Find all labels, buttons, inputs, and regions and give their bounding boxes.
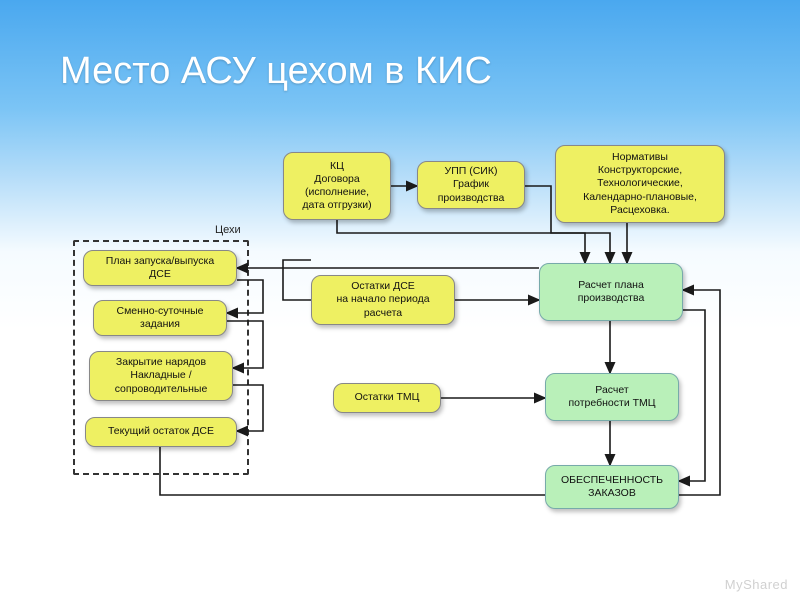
edge: [283, 260, 311, 300]
node-kc: КЦДоговора(исполнение,дата отгрузки): [283, 152, 391, 220]
node-ost_dse: Остатки ДСЕна начало периодарасчета: [311, 275, 455, 325]
group-label: Цехи: [215, 224, 241, 236]
edge: [679, 310, 705, 481]
node-zakr: Закрытие нарядовНакладные /сопроводитель…: [89, 351, 233, 401]
node-norm: НормативыКонструкторские,Технологические…: [555, 145, 725, 223]
diagram: Цехи КЦДоговора(исполнение,дата отгрузки…: [65, 145, 755, 565]
node-obesp: ОБЕСПЕЧЕННОСТЬЗАКАЗОВ: [545, 465, 679, 509]
node-tek: Текущий остаток ДСЕ: [85, 417, 237, 447]
slide: Место АСУ цехом в КИС Цехи КЦДоговора(ис…: [0, 0, 800, 600]
node-rasch_plan: Расчет планапроизводства: [539, 263, 683, 321]
node-rasch_tmc: Расчетпотребности ТМЦ: [545, 373, 679, 421]
node-plan: План запуска/выпускаДСЕ: [83, 250, 237, 286]
node-smen: Сменно-суточныезадания: [93, 300, 227, 336]
slide-title: Место АСУ цехом в КИС: [60, 50, 492, 93]
watermark: MyShared: [725, 577, 788, 592]
node-ost_tmc: Остатки ТМЦ: [333, 383, 441, 413]
edge: [337, 220, 585, 263]
node-upp: УПП (СИК)Графикпроизводства: [417, 161, 525, 209]
